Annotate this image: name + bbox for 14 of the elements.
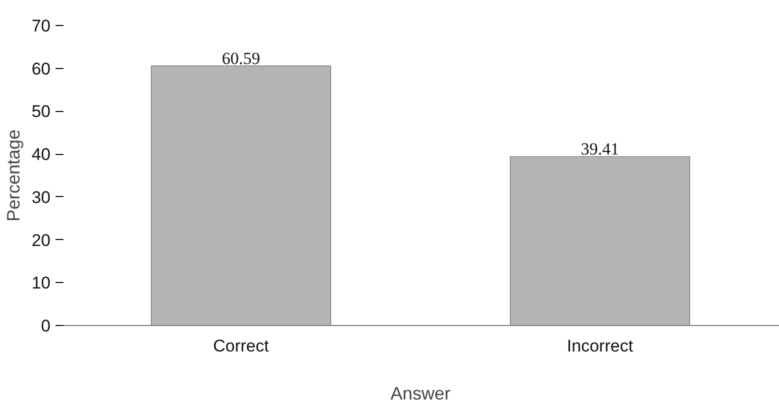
data-label: 39.41 (580, 140, 620, 159)
y-tick-label: 50 (32, 102, 51, 122)
y-tick-label: 20 (32, 230, 51, 250)
y-tick-label: 60 (32, 59, 51, 78)
y-tick-label: 30 (32, 188, 51, 207)
x-tick-label: Correct (213, 336, 270, 356)
x-tick-label: Incorrect (566, 336, 634, 356)
x-axis-title: Answer (390, 384, 451, 404)
y-tick-label: 70 (32, 16, 51, 36)
data-label: 60.59 (222, 48, 260, 68)
y-axis-title: Percentage (4, 129, 24, 222)
y-tick-label: 10 (32, 274, 51, 293)
y-tick-label: 40 (32, 145, 51, 164)
y-tick-label: 0 (41, 316, 51, 336)
